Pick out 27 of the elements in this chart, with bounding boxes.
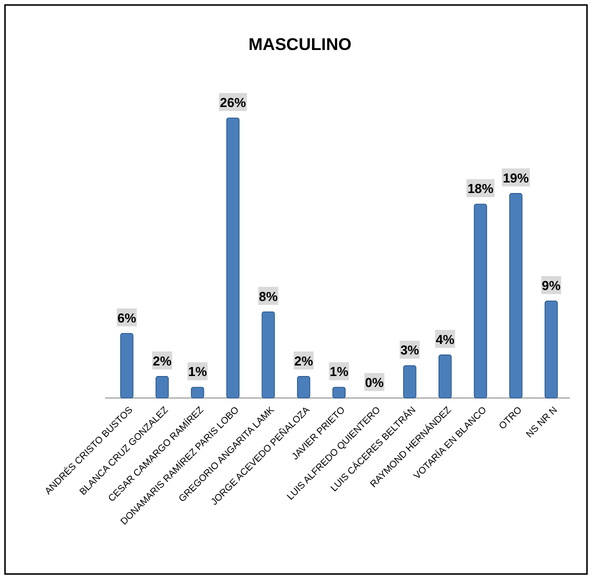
data-label: 18% bbox=[467, 181, 494, 196]
bar bbox=[120, 332, 134, 398]
data-label: 1% bbox=[330, 364, 349, 380]
chart-title: MASCULINO bbox=[248, 35, 352, 54]
bar bbox=[544, 300, 558, 398]
data-label: 3% bbox=[400, 342, 420, 358]
bar bbox=[403, 365, 416, 398]
data-label: 26% bbox=[220, 95, 246, 110]
data-label: 9% bbox=[542, 278, 562, 294]
data-label: 19% bbox=[502, 170, 530, 186]
bar bbox=[438, 354, 452, 398]
bar bbox=[297, 376, 310, 398]
bar bbox=[262, 311, 275, 398]
data-label: 6% bbox=[117, 310, 137, 326]
bar bbox=[332, 386, 346, 398]
data-label: 4% bbox=[436, 332, 455, 347]
data-label: 1% bbox=[188, 364, 208, 380]
bar bbox=[509, 192, 522, 398]
bar bbox=[156, 376, 169, 398]
bar bbox=[190, 386, 204, 398]
data-label: 0% bbox=[364, 375, 384, 390]
bar bbox=[226, 118, 240, 398]
bar bbox=[474, 204, 488, 398]
data-label: 2% bbox=[152, 353, 172, 368]
data-label: 8% bbox=[258, 288, 278, 304]
x-tick-label: NS NR N bbox=[524, 404, 560, 440]
data-label: 2% bbox=[294, 353, 314, 368]
